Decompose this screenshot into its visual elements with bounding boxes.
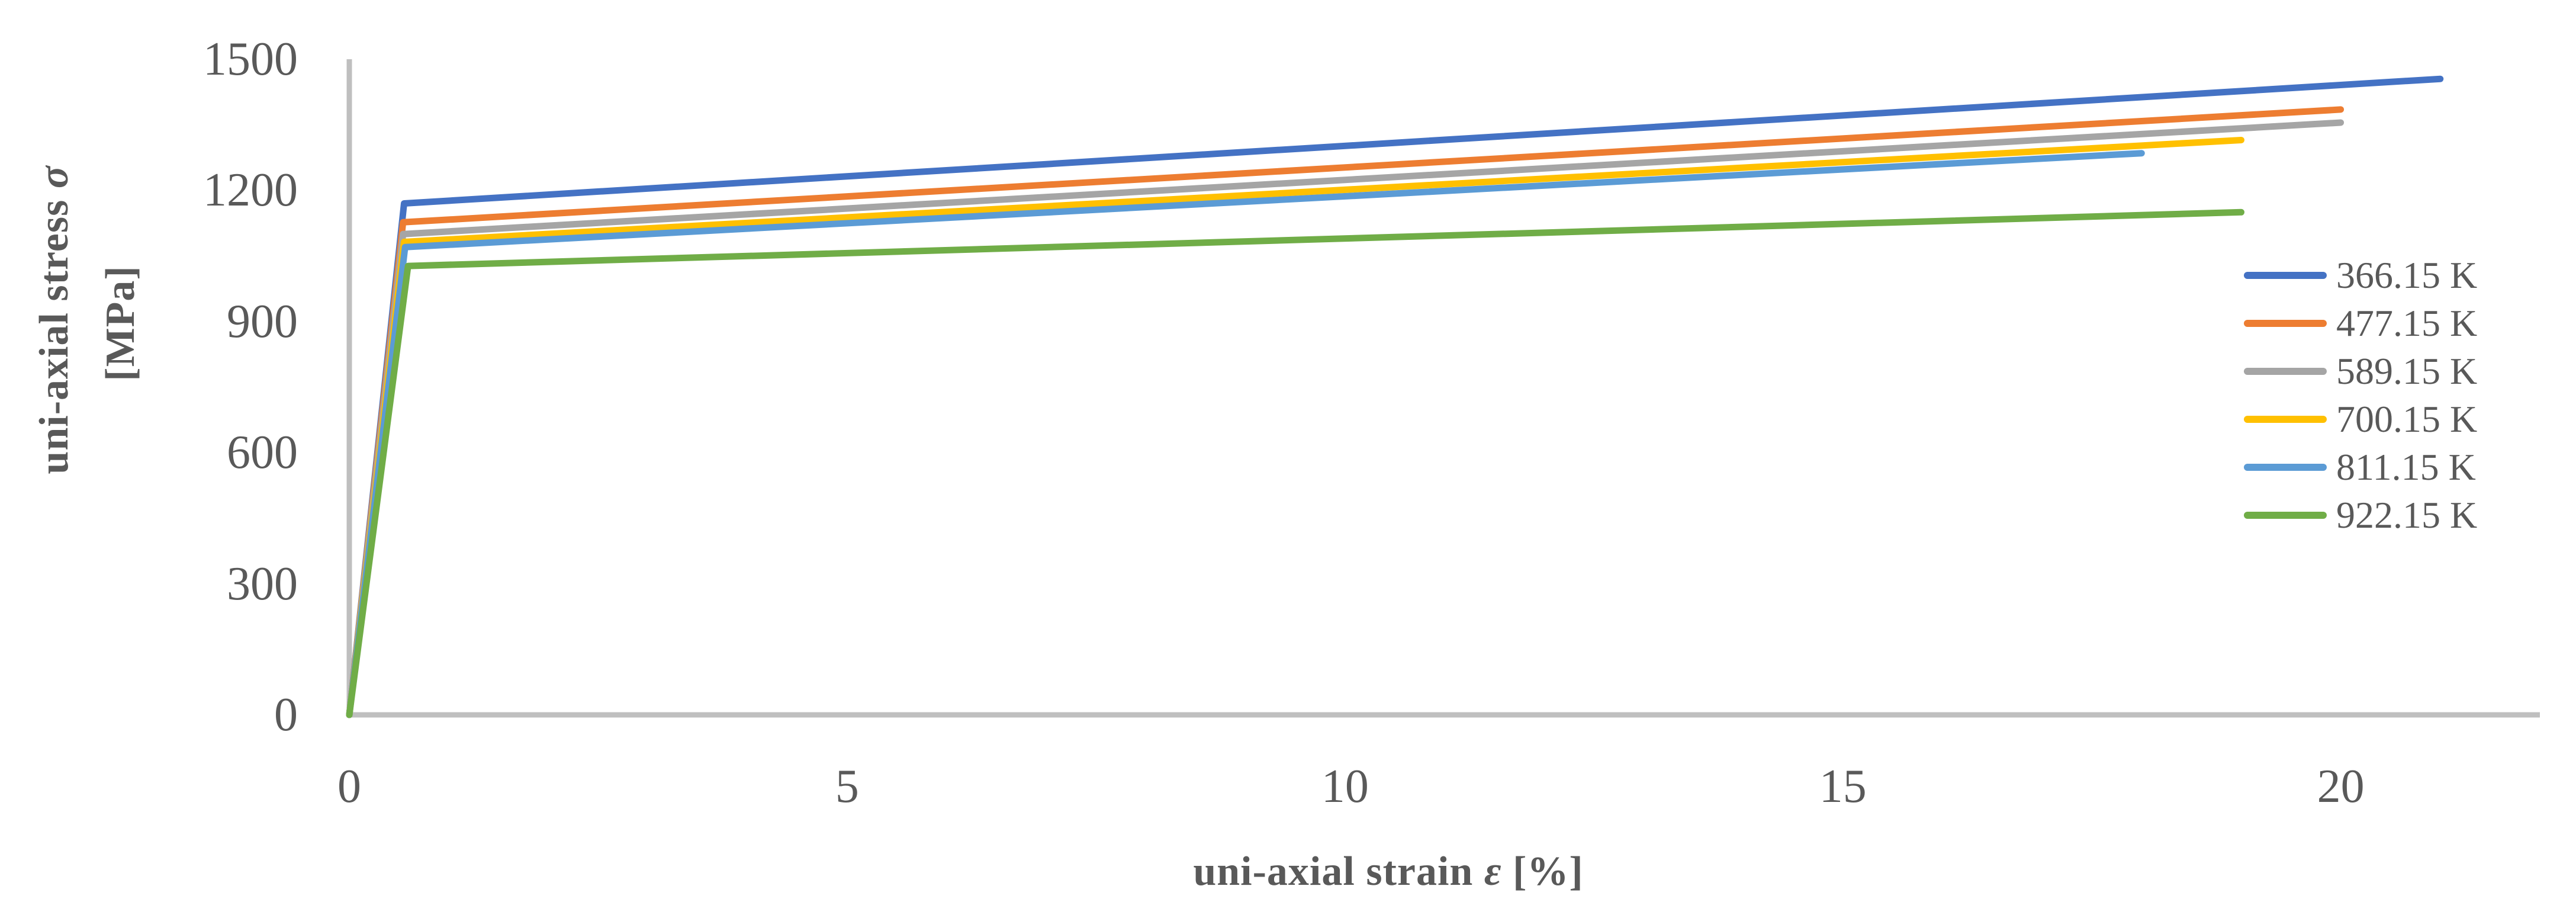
x-axis-title-unit: [%] [1501,849,1584,894]
epsilon-symbol: ε [1484,849,1502,894]
legend-line-sample [2244,272,2327,279]
x-tick-label: 15 [1819,760,1867,813]
legend-line-sample [2244,512,2327,519]
x-tick-label: 5 [835,760,859,813]
y-tick-label: 1200 [203,164,298,217]
x-tick-label: 0 [337,760,361,813]
x-axis-title-text: uni-axial strain [1193,849,1484,894]
y-tick-label: 1500 [203,33,298,85]
legend-item-5: 922.15 K [2244,496,2477,534]
series-line-1 [346,106,2345,718]
legend-item-3: 700.15 K [2244,400,2477,438]
series-line-2 [346,119,2345,718]
x-tick-label: 20 [2317,760,2365,813]
x-tick-label: 10 [1321,760,1369,813]
sigma-symbol: σ [31,165,77,189]
legend-item-0: 366.15 K [2244,256,2477,294]
legend-item-2: 589.15 K [2244,352,2477,390]
legend-line-sample [2244,368,2327,375]
legend-label: 811.15 K [2336,446,2476,488]
series-line-3 [346,137,2244,718]
y-tick-label: 900 [227,295,298,348]
y-tick-label: 300 [227,557,298,610]
y-axis-title-line2: [MPa] [98,265,143,381]
x-axis-title: uni-axial strain ε [%] [1193,851,1583,893]
y-axis-title-line1: uni-axial stress σ [31,165,77,474]
legend-label: 922.15 K [2336,494,2478,536]
series-line-4 [346,150,2145,718]
legend-line-sample [2244,416,2327,423]
y-tick-label: 0 [274,689,298,741]
series-lines [346,75,2444,718]
axis-lines [346,59,2540,718]
legend-label: 700.15 K [2336,398,2478,440]
legend-label: 477.15 K [2336,302,2478,344]
legend-line-sample [2244,320,2327,327]
legend-label: 589.15 K [2336,350,2478,392]
y-axis-title-text: uni-axial stress [31,188,77,474]
legend-item-1: 477.15 K [2244,304,2477,342]
series-line-5 [346,208,2244,718]
legend-line-sample [2244,464,2327,471]
legend-item-4: 811.15 K [2244,448,2476,486]
y-tick-label: 600 [227,426,298,479]
legend-label: 366.15 K [2336,254,2478,296]
